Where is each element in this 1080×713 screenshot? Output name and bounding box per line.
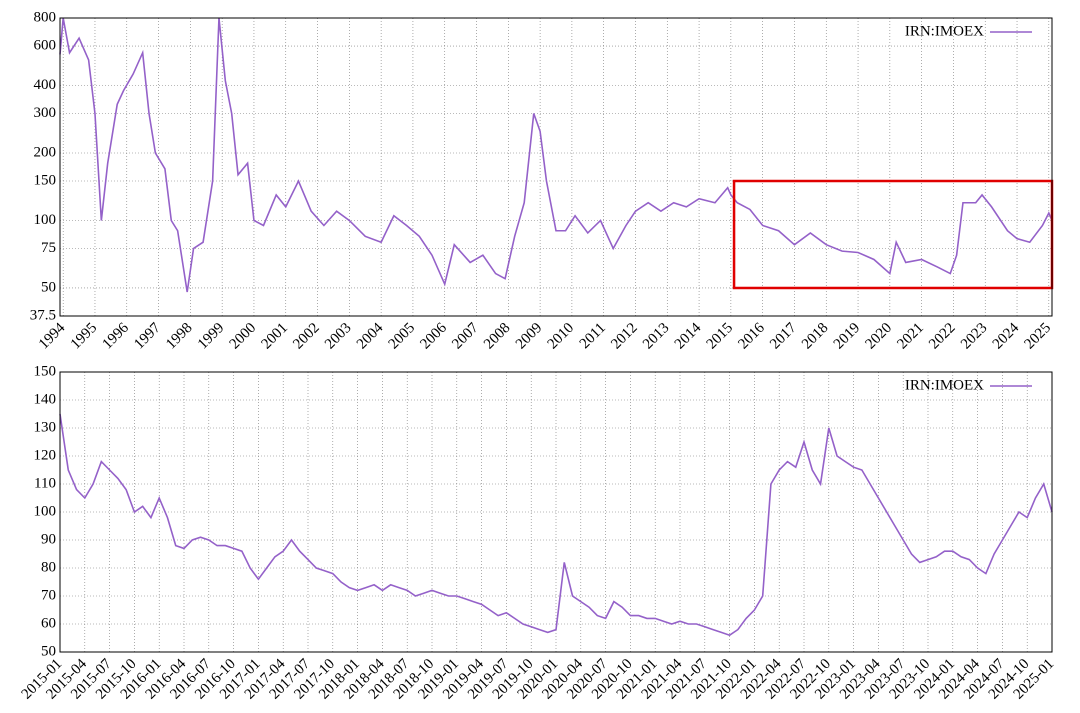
y-tick-label: 50 — [41, 643, 56, 659]
x-tick-label: 2007 — [449, 320, 482, 353]
x-tick-label: 2004 — [354, 320, 387, 353]
y-tick-label: 400 — [34, 77, 57, 93]
y-tick-label: 130 — [34, 419, 57, 435]
x-tick-label: 1995 — [68, 320, 101, 353]
x-tick-label: 1998 — [163, 320, 196, 353]
y-tick-label: 90 — [41, 531, 56, 547]
x-tick-label: 2021 — [894, 320, 927, 353]
x-tick-label: 2025 — [1022, 320, 1055, 353]
y-tick-label: 140 — [34, 391, 57, 407]
legend-label: IRN:IMOEX — [905, 377, 984, 393]
y-tick-label: 75 — [41, 240, 56, 256]
y-tick-label: 50 — [41, 279, 56, 295]
x-tick-label: 1999 — [195, 320, 228, 353]
x-tick-label: 2009 — [513, 320, 546, 353]
y-tick-label: 600 — [34, 37, 57, 53]
x-tick-label: 2001 — [258, 320, 291, 353]
x-tick-label: 2000 — [227, 320, 260, 353]
y-tick-label: 60 — [41, 615, 56, 631]
series-line — [59, 17, 1053, 293]
x-tick-label: 1997 — [131, 320, 164, 353]
series-line — [59, 413, 1053, 637]
x-tick-label: 2024 — [990, 320, 1023, 353]
x-tick-label: 2022 — [926, 320, 959, 353]
x-tick-label: 2006 — [417, 320, 450, 353]
y-tick-label: 100 — [34, 212, 57, 228]
x-tick-label: 1996 — [100, 320, 133, 353]
x-tick-label: 2017 — [767, 320, 800, 353]
y-tick-label: 80 — [41, 559, 56, 575]
x-tick-label: 2012 — [608, 320, 641, 353]
x-tick-label: 2015 — [704, 320, 737, 353]
x-tick-label: 2016 — [735, 320, 768, 353]
y-tick-label: 150 — [34, 172, 57, 188]
x-tick-label: 2008 — [481, 320, 514, 353]
y-tick-label: 800 — [34, 9, 57, 25]
x-tick-label: 2020 — [863, 320, 896, 353]
y-tick-label: 150 — [34, 363, 57, 379]
plot-frame — [59, 17, 1053, 317]
x-tick-label: 1994 — [36, 320, 69, 353]
y-tick-label: 200 — [34, 144, 57, 160]
x-tick-label: 2013 — [640, 320, 673, 353]
x-tick-label: 2005 — [386, 320, 419, 353]
x-tick-label: 2011 — [577, 320, 609, 352]
y-tick-label: 120 — [34, 447, 57, 463]
plot-frame — [59, 371, 1053, 653]
y-tick-label: 100 — [34, 503, 57, 519]
x-tick-label: 2019 — [831, 320, 864, 353]
x-tick-label: 2023 — [958, 320, 991, 353]
x-tick-label: 2010 — [545, 320, 578, 353]
y-tick-label: 37.5 — [30, 307, 56, 323]
legend-label: IRN:IMOEX — [905, 23, 984, 39]
x-tick-label: 2002 — [290, 320, 323, 353]
y-tick-label: 300 — [34, 105, 57, 121]
x-tick-label: 2018 — [799, 320, 832, 353]
x-tick-label: 2003 — [322, 320, 355, 353]
y-tick-label: 70 — [41, 587, 56, 603]
y-tick-label: 110 — [34, 475, 56, 491]
x-tick-label: 2014 — [672, 320, 705, 353]
